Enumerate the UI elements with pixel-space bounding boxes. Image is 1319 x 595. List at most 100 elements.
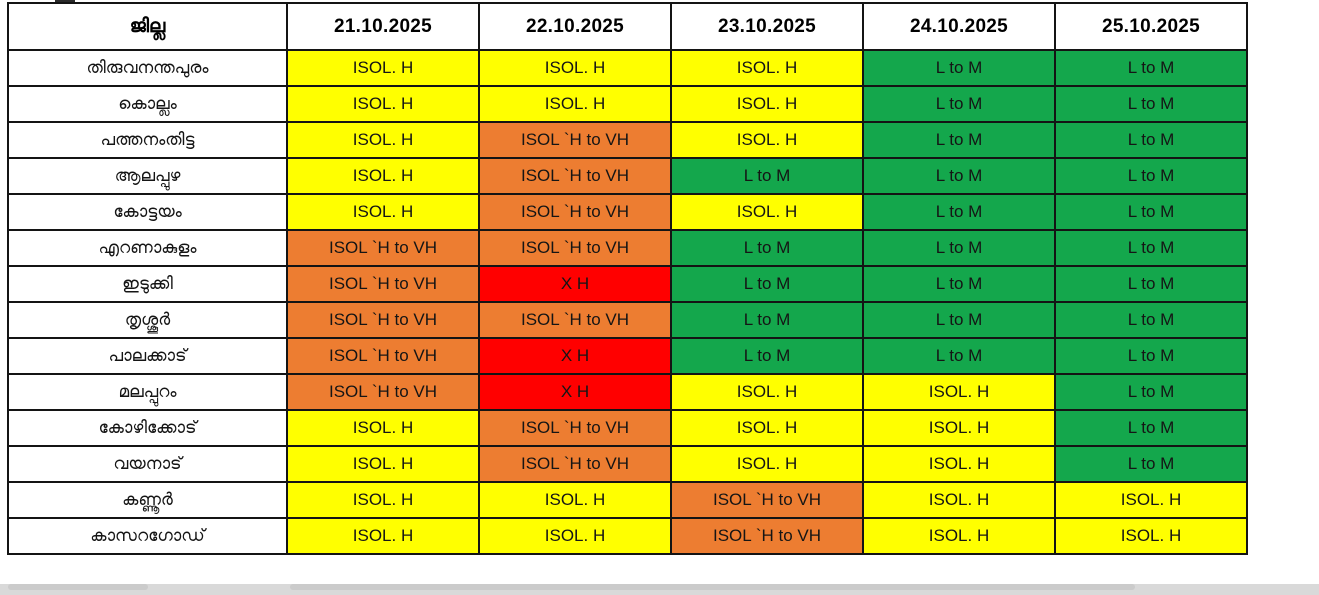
date-column-header: 22.10.2025 <box>478 2 672 51</box>
forecast-cell: ISOL. H <box>478 481 672 519</box>
forecast-cell: L to M <box>670 157 864 195</box>
forecast-cell: ISOL. H <box>478 517 672 555</box>
forecast-cell: ISOL. H <box>862 517 1056 555</box>
forecast-cell: ISOL `H to VH <box>478 445 672 483</box>
district-name-cell: ആലപ്പുഴ <box>7 157 288 195</box>
forecast-cell: L to M <box>862 193 1056 231</box>
forecast-cell: ISOL. H <box>862 445 1056 483</box>
forecast-cell: L to M <box>862 337 1056 375</box>
forecast-cell: L to M <box>1054 85 1248 123</box>
forecast-cell: L to M <box>862 229 1056 267</box>
forecast-cell: ISOL. H <box>670 193 864 231</box>
forecast-cell: ISOL. H <box>862 409 1056 447</box>
district-name-cell: മലപ്പുറം <box>7 373 288 411</box>
district-name-cell: ഇടുക്കി <box>7 265 288 303</box>
forecast-cell: L to M <box>1054 49 1248 87</box>
forecast-cell: L to M <box>1054 409 1248 447</box>
forecast-cell: L to M <box>1054 373 1248 411</box>
forecast-cell: ISOL. H <box>670 373 864 411</box>
forecast-cell: ISOL `H to VH <box>478 121 672 159</box>
forecast-cell: X H <box>478 265 672 303</box>
forecast-cell: L to M <box>670 337 864 375</box>
clipped-content-above <box>55 0 75 3</box>
forecast-cell: ISOL. H <box>478 49 672 87</box>
header-row: ജില്ല 21.10.2025 22.10.2025 23.10.2025 24.1… <box>7 2 1248 51</box>
date-column-header: 23.10.2025 <box>670 2 864 51</box>
forecast-cell: X H <box>478 373 672 411</box>
next-page-edge-segment <box>8 584 148 590</box>
forecast-cell: ISOL. H <box>286 85 480 123</box>
district-name-cell: തൃശ്ശൂർ <box>7 301 288 339</box>
forecast-cell: ISOL `H to VH <box>286 229 480 267</box>
table-row: കോഴിക്കോട് ISOL. H ISOL `H to VH ISOL. H ISO… <box>7 409 1248 447</box>
table-row: എറണാകുളം ISOL `H to VH ISOL `H to VH L to M… <box>7 229 1248 267</box>
district-name-cell: കൊല്ലം <box>7 85 288 123</box>
forecast-cell: L to M <box>862 49 1056 87</box>
table-row: വയനാട് ISOL. H ISOL `H to VH ISOL. H ISOL. H… <box>7 445 1248 483</box>
forecast-cell: ISOL. H <box>478 85 672 123</box>
forecast-cell: L to M <box>862 265 1056 303</box>
date-column-header: 24.10.2025 <box>862 2 1056 51</box>
district-name-cell: എറണാകുളം <box>7 229 288 267</box>
forecast-cell: ISOL. H <box>670 49 864 87</box>
forecast-cell: L to M <box>862 121 1056 159</box>
forecast-cell: ISOL `H to VH <box>286 265 480 303</box>
forecast-cell: L to M <box>862 301 1056 339</box>
forecast-cell: L to M <box>670 229 864 267</box>
district-name-cell: വയനാട് <box>7 445 288 483</box>
forecast-cell: L to M <box>1054 265 1248 303</box>
forecast-cell: ISOL. H <box>286 445 480 483</box>
forecast-cell: ISOL `H to VH <box>286 301 480 339</box>
forecast-cell: X H <box>478 337 672 375</box>
forecast-cell: ISOL. H <box>286 121 480 159</box>
rainfall-forecast-table: ജില്ല 21.10.2025 22.10.2025 23.10.2025 24.1… <box>7 2 1248 555</box>
date-column-header: 21.10.2025 <box>286 2 480 51</box>
forecast-cell: ISOL `H to VH <box>478 409 672 447</box>
district-name-cell: കാസറഗോഡ് <box>7 517 288 555</box>
forecast-cell: ISOL `H to VH <box>478 301 672 339</box>
forecast-cell: L to M <box>862 85 1056 123</box>
forecast-cell: ISOL. H <box>286 517 480 555</box>
forecast-cell: ISOL. H <box>670 85 864 123</box>
next-page-edge <box>0 584 1319 595</box>
forecast-cell: ISOL `H to VH <box>286 373 480 411</box>
forecast-cell: ISOL. H <box>862 481 1056 519</box>
table-row: കാസറഗോഡ് ISOL. H ISOL. H ISOL `H to VH ISOL.… <box>7 517 1248 555</box>
table-row: കണ്ണൂർ ISOL. H ISOL. H ISOL `H to VH ISOL. H… <box>7 481 1248 519</box>
forecast-cell: ISOL. H <box>670 445 864 483</box>
district-name-cell: പത്തനംതിട്ട <box>7 121 288 159</box>
forecast-cell: L to M <box>1054 337 1248 375</box>
forecast-cell: ISOL. H <box>1054 481 1248 519</box>
forecast-cell: L to M <box>1054 445 1248 483</box>
forecast-cell: L to M <box>1054 121 1248 159</box>
forecast-cell: ISOL. H <box>286 157 480 195</box>
forecast-cell: L to M <box>1054 193 1248 231</box>
forecast-cell: ISOL. H <box>862 373 1056 411</box>
forecast-cell: ISOL `H to VH <box>478 229 672 267</box>
forecast-cell: ISOL. H <box>1054 517 1248 555</box>
forecast-cell: ISOL. H <box>670 121 864 159</box>
forecast-cell: L to M <box>1054 229 1248 267</box>
forecast-cell: ISOL. H <box>286 193 480 231</box>
forecast-cell: L to M <box>1054 157 1248 195</box>
forecast-cell: L to M <box>670 265 864 303</box>
forecast-cell: ISOL `H to VH <box>478 157 672 195</box>
district-name-cell: പാലക്കാട് <box>7 337 288 375</box>
district-column-header: ജില്ല <box>7 2 288 51</box>
district-name-cell: കോട്ടയം <box>7 193 288 231</box>
forecast-cell: ISOL `H to VH <box>286 337 480 375</box>
forecast-cell: ISOL. H <box>670 409 864 447</box>
forecast-cell: ISOL. H <box>286 481 480 519</box>
district-name-cell: കണ്ണൂർ <box>7 481 288 519</box>
forecast-cell: ISOL. H <box>286 49 480 87</box>
